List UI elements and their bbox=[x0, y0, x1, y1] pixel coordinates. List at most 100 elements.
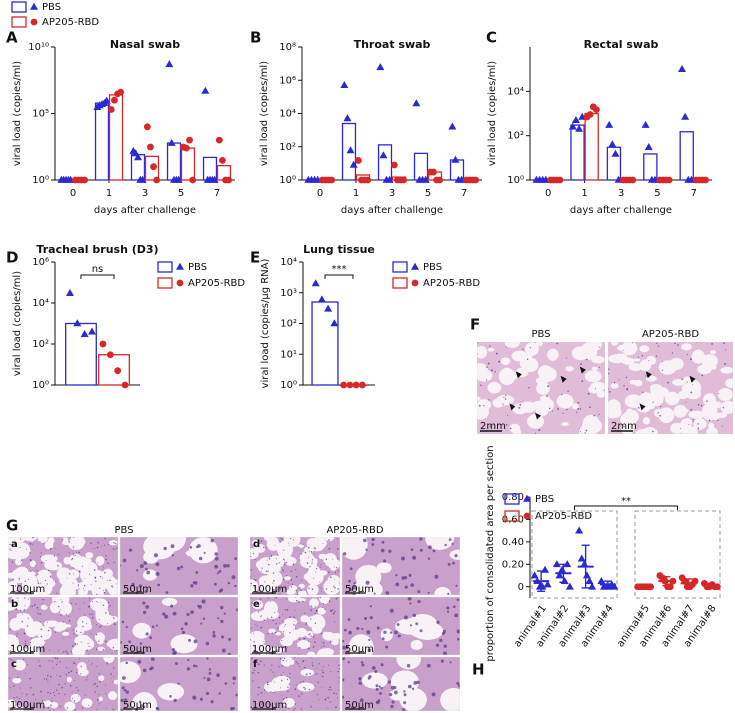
nucleus bbox=[206, 677, 211, 682]
nucleus bbox=[12, 644, 14, 646]
nucleus bbox=[593, 414, 595, 417]
nucleus bbox=[333, 585, 335, 588]
nucleus bbox=[390, 704, 394, 709]
nucleus bbox=[261, 702, 263, 704]
air-space bbox=[298, 598, 306, 602]
nucleus bbox=[258, 686, 260, 689]
point bbox=[346, 381, 354, 389]
nucleus bbox=[32, 693, 35, 696]
nucleus bbox=[208, 668, 212, 671]
nucleus bbox=[396, 623, 400, 626]
nucleus bbox=[266, 617, 268, 619]
nucleus bbox=[69, 637, 71, 639]
y-tick-label: 10⁸ bbox=[279, 42, 296, 53]
nucleus bbox=[498, 360, 501, 363]
nucleus bbox=[303, 637, 305, 639]
legend-swatch bbox=[11, 16, 27, 28]
nucleus bbox=[47, 691, 49, 694]
air-space bbox=[70, 537, 84, 544]
nucleus bbox=[410, 583, 415, 587]
nucleus bbox=[324, 608, 326, 610]
air-space bbox=[157, 683, 185, 701]
nucleus bbox=[43, 678, 45, 680]
nucleus bbox=[89, 613, 91, 615]
point bbox=[448, 122, 457, 130]
air-space bbox=[319, 597, 330, 604]
nucleus bbox=[260, 626, 263, 629]
nucleus bbox=[29, 677, 31, 680]
air-space bbox=[170, 634, 198, 654]
nucleus bbox=[316, 567, 318, 570]
nucleus bbox=[310, 705, 312, 708]
nucleus bbox=[56, 592, 58, 594]
bar bbox=[606, 146, 622, 181]
nucleus bbox=[284, 609, 286, 611]
air-space bbox=[639, 359, 652, 372]
nucleus bbox=[88, 597, 91, 599]
nucleus bbox=[294, 707, 296, 710]
significance-label: ** bbox=[621, 496, 631, 507]
nucleus bbox=[566, 357, 568, 359]
air-space bbox=[29, 637, 45, 648]
nucleus bbox=[566, 408, 568, 411]
nucleus bbox=[456, 682, 460, 686]
nucleus bbox=[91, 662, 93, 665]
nucleus bbox=[380, 686, 384, 690]
nucleus bbox=[99, 680, 101, 683]
nucleus bbox=[80, 665, 82, 668]
nucleus bbox=[321, 686, 323, 688]
air-space bbox=[664, 391, 680, 406]
nucleus bbox=[561, 393, 563, 396]
nucleus bbox=[320, 587, 322, 589]
air-space bbox=[63, 556, 71, 565]
air-space bbox=[492, 398, 504, 408]
nucleus bbox=[272, 588, 274, 591]
nucleus bbox=[724, 363, 727, 365]
nucleus bbox=[74, 642, 77, 645]
nucleus bbox=[279, 587, 282, 590]
point bbox=[111, 96, 118, 104]
nucleus bbox=[585, 429, 588, 432]
air-space bbox=[709, 364, 717, 370]
nucleus bbox=[328, 689, 330, 691]
point bbox=[586, 111, 594, 118]
nucleus bbox=[286, 678, 289, 680]
air-space bbox=[95, 609, 102, 613]
nucleus bbox=[290, 579, 293, 581]
nucleus bbox=[155, 624, 158, 627]
nucleus bbox=[390, 685, 395, 690]
nucleus bbox=[113, 667, 115, 669]
bar bbox=[679, 131, 694, 181]
nucleus bbox=[101, 624, 102, 626]
air-space bbox=[250, 548, 259, 560]
air-space bbox=[98, 614, 115, 626]
point bbox=[597, 576, 606, 584]
nucleus bbox=[329, 576, 332, 579]
air-space bbox=[43, 620, 54, 627]
x-tick-label: 5 bbox=[425, 188, 431, 199]
nucleus bbox=[259, 602, 262, 604]
x-axis-title: days after challenge bbox=[570, 205, 672, 216]
nucleus bbox=[276, 563, 278, 565]
nucleus bbox=[312, 646, 315, 648]
nucleus bbox=[210, 700, 214, 704]
nucleus bbox=[313, 547, 316, 549]
nucleus bbox=[342, 657, 346, 661]
air-space bbox=[49, 601, 61, 614]
air-space bbox=[376, 562, 392, 574]
nucleus bbox=[90, 542, 92, 545]
bar bbox=[584, 112, 599, 181]
nucleus bbox=[443, 644, 447, 648]
nucleus bbox=[51, 660, 53, 662]
nucleus bbox=[17, 597, 19, 599]
nucleus bbox=[289, 616, 291, 618]
nucleus bbox=[330, 611, 333, 613]
nucleus bbox=[547, 385, 550, 388]
nucleus bbox=[667, 381, 669, 384]
nucleus bbox=[309, 633, 311, 635]
nucleus bbox=[193, 581, 198, 585]
nucleus bbox=[46, 583, 48, 585]
nucleus bbox=[321, 675, 324, 678]
nucleus bbox=[48, 660, 50, 662]
nucleus bbox=[75, 603, 77, 605]
